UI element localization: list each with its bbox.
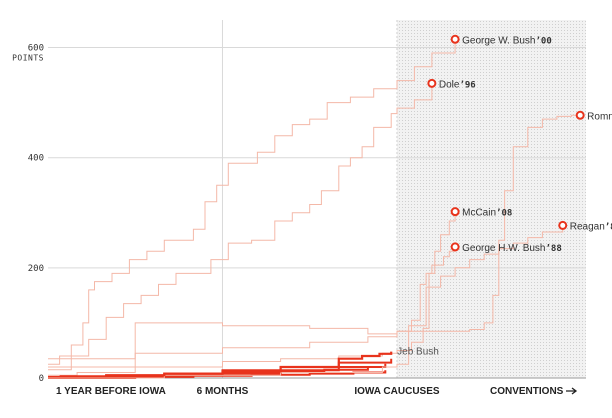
endpoint-marker-romney: [575, 110, 585, 120]
series-line-jeb-bush: [59, 351, 393, 378]
gridlines: [48, 20, 586, 378]
series-line-george-h-w-bush: [48, 246, 456, 360]
series-lines: [48, 39, 581, 379]
y-tick-label-1: 200: [28, 264, 44, 274]
conventions-arrow-icon: [566, 387, 578, 395]
x-tick-label-conventions: CONVENTIONS: [490, 386, 564, 397]
label-george-h-w-bush: George H.W. Bush’88: [462, 243, 562, 254]
series-line-dole: [48, 83, 433, 371]
label-jeb-bush: Jeb Bush: [397, 347, 439, 358]
endpoint-marker-dole: [427, 78, 437, 88]
label-reagan: Reagan’80: [570, 221, 612, 232]
endpoint-marker-mccain: [450, 207, 460, 217]
endpoint-marker-reagan: [558, 220, 568, 230]
series-labels: George W. Bush’00 Dole’96 Romney’12 McCain’…: [397, 34, 612, 358]
endpoint-marker-george-h-w-bush: [450, 242, 460, 252]
x-tick-label-iowa: IOWA CAUCUSES: [354, 386, 440, 397]
y-axis-unit-label: POINTS: [12, 54, 44, 63]
y-tick-label-0: 0: [39, 374, 44, 384]
x-tick-label-6-months: 6 MONTHS: [197, 386, 249, 397]
post-iowa-shaded-region: [396, 20, 586, 378]
series-line-george-w-bush: [48, 39, 456, 365]
label-mccain: McCain’08: [462, 208, 512, 219]
label-george-w-bush: George W. Bush’00: [462, 35, 552, 46]
endpoint-marker-george-w-bush: [450, 34, 460, 44]
x-tick-label-1-year: 1 YEAR BEFORE IOWA: [56, 386, 166, 397]
series-line-romney: [48, 114, 581, 368]
series-line-mccain: [48, 211, 456, 376]
label-dole: Dole’96: [439, 79, 476, 90]
y-tick-label-3: 600: [28, 44, 44, 54]
series-line-reagan: [48, 225, 564, 379]
label-romney: Romney’12: [587, 111, 612, 122]
y-tick-label-2: 400: [28, 154, 44, 164]
